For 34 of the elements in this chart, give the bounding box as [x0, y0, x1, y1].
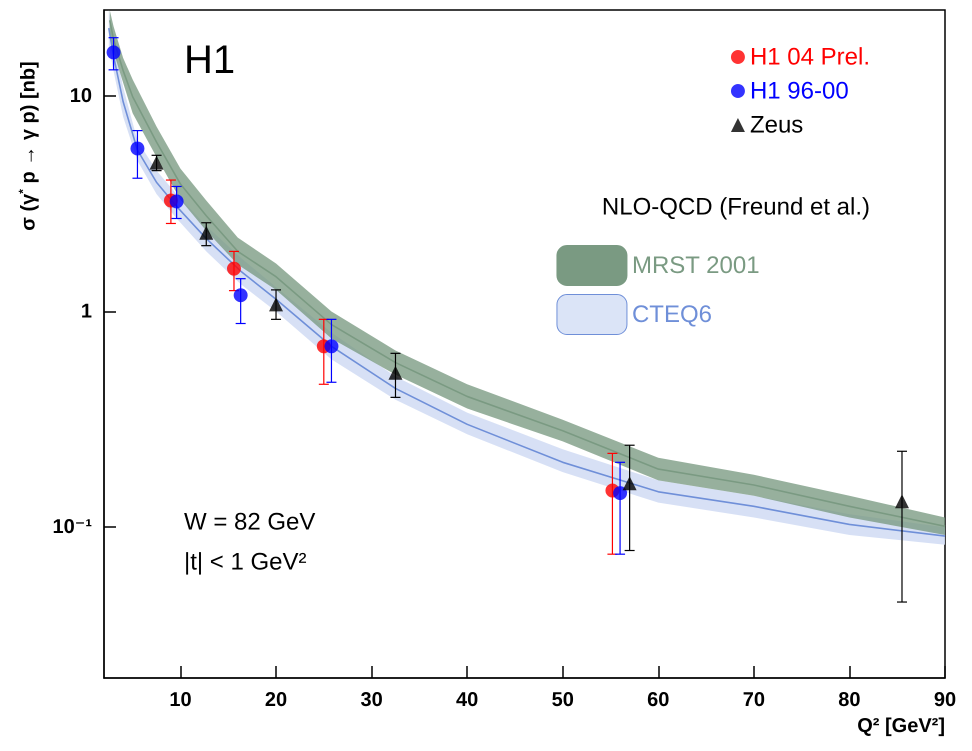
annotation: H1 — [184, 38, 236, 82]
x-axis-title: Q² [GeV²] — [857, 715, 945, 737]
x-tick-label: 80 — [838, 689, 861, 711]
point — [894, 494, 909, 508]
x-tick-label: 60 — [647, 689, 670, 711]
x-tick-label: 70 — [742, 689, 765, 711]
legend-title: NLO-QCD (Freund et al.) — [602, 194, 870, 220]
point — [226, 262, 241, 276]
x-tick-label: 50 — [552, 689, 574, 711]
x-tick-label: 40 — [456, 689, 478, 711]
x-tick-label: 90 — [934, 689, 956, 711]
y-tick-label: 10⁻¹ — [52, 516, 92, 538]
point — [199, 226, 214, 240]
y-tick-label: 10 — [70, 84, 92, 107]
annotation: |t| < 1 GeV² — [184, 548, 307, 576]
legend-label: CTEQ6 — [632, 301, 712, 328]
point — [269, 297, 284, 312]
y-tick-label: 1 — [80, 300, 92, 323]
point — [234, 288, 248, 302]
point — [130, 141, 144, 156]
point — [324, 339, 338, 354]
legend-label: H1 04 Prel. — [750, 44, 870, 70]
x-tick-label: 20 — [264, 689, 288, 711]
point — [106, 45, 121, 60]
point — [613, 486, 628, 500]
point — [388, 366, 402, 380]
annotation: W = 82 GeV — [184, 508, 316, 536]
legend-label: Zeus — [750, 112, 804, 138]
x-tick-label: 10 — [169, 689, 192, 711]
legend-label: H1 96-00 — [750, 78, 849, 104]
x-tick-label: 30 — [360, 689, 383, 711]
legend-label: MRST 2001 — [632, 252, 760, 279]
point — [622, 476, 637, 490]
point — [170, 194, 184, 208]
